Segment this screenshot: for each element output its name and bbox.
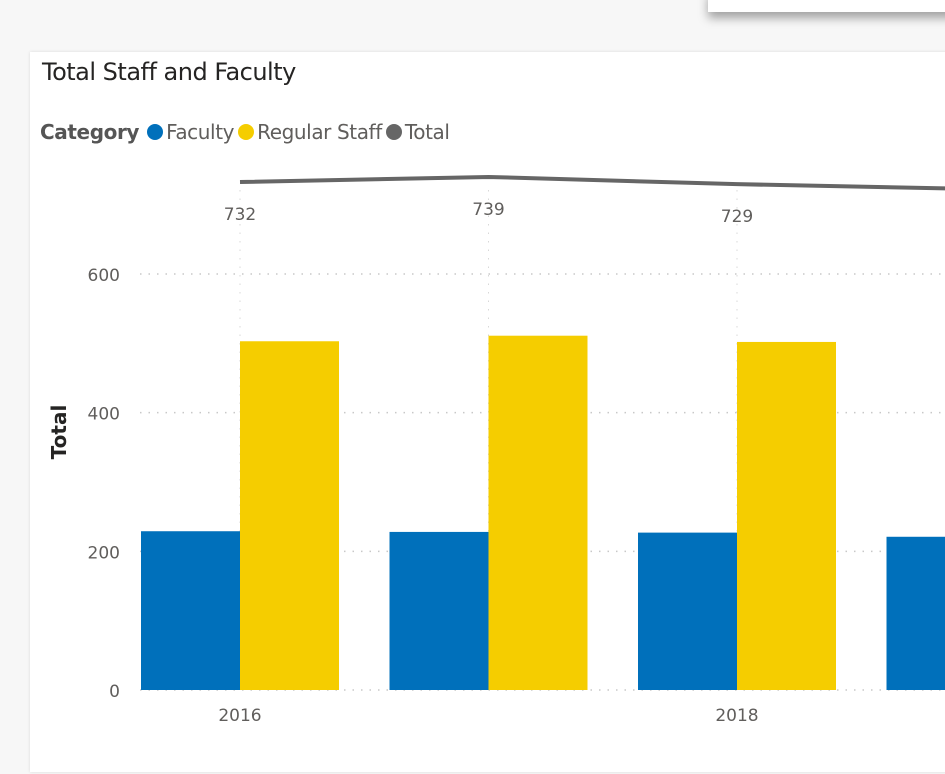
x-tick-label: 2016 [218,706,261,726]
regular-staff-dot-icon [238,124,255,140]
legend-item-regular-staff[interactable]: Regular Staff [238,120,382,144]
legend-title: Category [40,120,140,144]
bar-faculty [141,531,240,690]
bar-faculty [638,532,737,690]
chart-title: Total Staff and Faculty [42,58,296,86]
y-tick-label: 400 [88,405,120,425]
y-tick-label: 200 [88,543,120,563]
total-line [239,174,945,191]
legend-label: Total [404,120,450,144]
bar-faculty [886,536,945,690]
y-tick-label: 600 [88,266,120,286]
bar-regular-staff [737,341,836,690]
faculty-dot-icon [147,124,164,140]
legend-item-faculty[interactable]: Faculty [147,120,234,144]
x-tick-label: 2018 [715,706,758,726]
background-visual-card [708,0,945,12]
total-dot-icon [385,124,402,140]
legend-label: Regular Staff [257,120,382,144]
total-data-label: 732 [224,205,256,225]
total-data-label: 729 [721,207,753,227]
legend-label: Faculty [166,120,235,144]
bar-regular-staff [488,335,588,690]
bar-regular-staff [240,341,339,690]
legend-item-total[interactable]: Total [385,120,450,144]
total-data-label: 739 [472,200,504,220]
bar-faculty [389,531,489,690]
legend: Category Faculty Regular Staff Total [40,120,454,144]
y-axis-label: Total [47,405,71,460]
y-tick-label: 0 [109,682,120,702]
